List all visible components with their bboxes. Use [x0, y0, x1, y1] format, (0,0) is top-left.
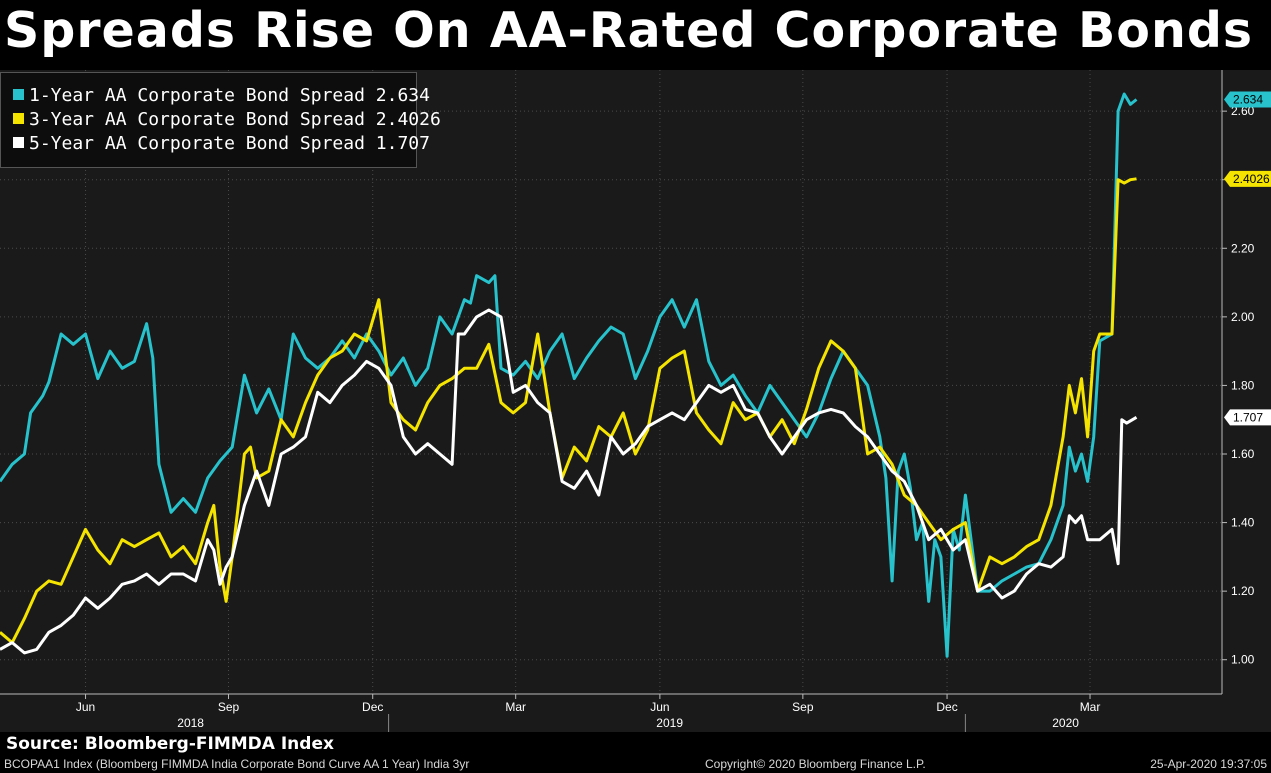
x-tick-label: Sep	[792, 700, 814, 714]
x-year-label: 2018	[177, 716, 204, 730]
legend-swatch-1yr	[13, 89, 24, 100]
y-tick-label: 1.80	[1231, 378, 1255, 392]
y-tick-label: 1.40	[1231, 516, 1255, 530]
legend-swatch-5yr	[13, 137, 24, 148]
legend-item-3yr: 3-Year AA Corporate Bond Spread 2.4026	[13, 109, 441, 133]
y-tick-label: 1.60	[1231, 447, 1255, 461]
series-line-3	[0, 308, 1138, 655]
last-value-tag-3	[1224, 409, 1271, 426]
footer-copyright: Copyright© 2020 Bloomberg Finance L.P.	[705, 757, 926, 771]
legend-value-5yr: 1.707	[375, 133, 430, 154]
x-year-label: 2019	[656, 716, 683, 730]
y-tick-label: 2.20	[1231, 241, 1255, 255]
last-value-label-1: 2.634	[1233, 92, 1263, 106]
title-bar: Spreads Rise On AA-Rated Corporate Bonds	[0, 0, 1271, 70]
series-line-2	[0, 177, 1137, 645]
legend-item-1yr: 1-Year AA Corporate Bond Spread 2.634	[13, 85, 430, 109]
last-value-tag-1	[1224, 91, 1271, 108]
footer-bar: BCOPAA1 Index (Bloomberg FIMMDA India Co…	[0, 756, 1271, 773]
footer-timestamp: 25-Apr-2020 19:37:05	[1150, 757, 1267, 771]
footer-index: BCOPAA1 Index (Bloomberg FIMMDA India Co…	[4, 757, 470, 771]
y-tick-label: 1.20	[1231, 584, 1255, 598]
x-tick-label: Mar	[1080, 700, 1101, 714]
last-value-tag-2	[1224, 170, 1271, 187]
x-tick-label: Jun	[650, 700, 669, 714]
x-tick-label: Dec	[936, 700, 957, 714]
legend-label-5yr: 5-Year AA Corporate Bond Spread	[29, 133, 365, 154]
chart-title: Spreads Rise On AA-Rated Corporate Bonds	[4, 2, 1254, 59]
x-tick-label: Mar	[505, 700, 526, 714]
y-tick-label: 2.60	[1231, 104, 1255, 118]
legend-label-3yr: 3-Year AA Corporate Bond Spread	[29, 109, 365, 130]
source-note: Source: Bloomberg-FIMMDA Index	[6, 734, 334, 754]
legend-label-1yr: 1-Year AA Corporate Bond Spread	[29, 85, 365, 106]
legend-value-3yr: 2.4026	[375, 109, 441, 130]
series-line-1	[0, 92, 1138, 658]
legend-item-5yr: 5-Year AA Corporate Bond Spread 1.707	[13, 133, 430, 157]
chart-area: 1.001.201.401.601.802.002.202.402.60JunS…	[0, 70, 1271, 732]
last-value-label-2: 2.4026	[1233, 172, 1270, 186]
y-tick-label: 2.00	[1231, 310, 1255, 324]
x-year-label: 2020	[1052, 716, 1079, 730]
x-tick-label: Dec	[362, 700, 383, 714]
legend-value-1yr: 2.634	[375, 85, 430, 106]
legend-swatch-3yr	[13, 113, 24, 124]
last-value-label-3: 1.707	[1233, 410, 1263, 424]
y-tick-label: 1.00	[1231, 653, 1255, 667]
x-tick-label: Jun	[76, 700, 95, 714]
x-tick-label: Sep	[218, 700, 240, 714]
legend: 1-Year AA Corporate Bond Spread 2.634 3-…	[0, 72, 441, 168]
